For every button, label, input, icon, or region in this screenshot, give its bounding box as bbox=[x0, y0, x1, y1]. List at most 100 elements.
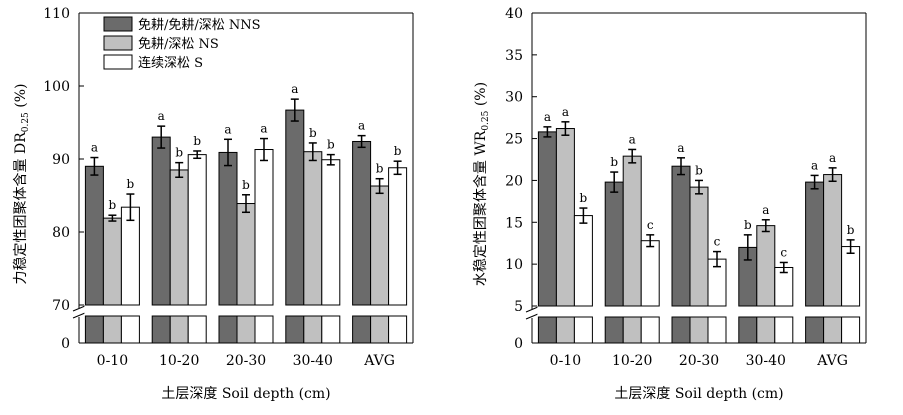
bar bbox=[187, 154, 207, 306]
bar bbox=[218, 151, 238, 306]
bar-base bbox=[689, 316, 709, 344]
bar bbox=[604, 181, 624, 307]
bar bbox=[774, 266, 794, 307]
axis-break-mark bbox=[72, 312, 86, 319]
legend: 免耕/免耕/深松 NNS 免耕/深松 NS 连续深松 S bbox=[103, 16, 261, 71]
bar-break-gap bbox=[773, 307, 794, 316]
legend-swatch bbox=[103, 16, 133, 32]
bar bbox=[841, 246, 861, 307]
legend-label: 连续深松 S bbox=[138, 55, 203, 71]
significance-letter: c bbox=[647, 218, 654, 232]
bar-base bbox=[102, 315, 122, 344]
bar-base bbox=[537, 316, 557, 344]
y-axis-label: 水稳定性团聚体含量 WR0.25 (%) bbox=[473, 82, 491, 286]
bar bbox=[823, 174, 843, 307]
bar-break-gap bbox=[151, 306, 172, 315]
bar-base bbox=[120, 315, 140, 344]
bar-break-gap bbox=[187, 306, 208, 315]
bar-break-gap bbox=[622, 307, 643, 316]
bar-base bbox=[671, 316, 691, 344]
bar-break-gap bbox=[573, 307, 594, 316]
bar-break-gap bbox=[302, 306, 323, 315]
bar-base bbox=[805, 316, 825, 344]
bar-break-gap bbox=[671, 307, 691, 316]
y-tick-label: 90 bbox=[52, 152, 70, 168]
bar-break-gap bbox=[102, 306, 123, 315]
bar-base bbox=[218, 315, 238, 344]
bar-break-gap bbox=[236, 306, 256, 315]
bar-break-gap bbox=[284, 306, 305, 315]
bar bbox=[689, 186, 709, 307]
bar-base bbox=[169, 315, 189, 344]
bar-base bbox=[370, 315, 390, 344]
bar-base bbox=[707, 316, 727, 344]
significance-letter: b bbox=[744, 218, 752, 232]
y-tick-label: 10 bbox=[505, 257, 523, 273]
y-tick-label: 25 bbox=[505, 132, 523, 148]
dr-chart: 70809010011000-10abb10-20abb20-30aba30-4… bbox=[13, 6, 414, 402]
y-tick-label: 80 bbox=[52, 225, 70, 241]
bar bbox=[370, 185, 390, 306]
bar-break-gap bbox=[169, 306, 190, 315]
bar-base bbox=[187, 315, 207, 344]
x-tick-label: 20-30 bbox=[226, 353, 266, 369]
bar-break-gap bbox=[351, 306, 372, 315]
significance-letter: a bbox=[291, 82, 298, 96]
bar-base bbox=[555, 316, 575, 344]
y-tick-label: 5 bbox=[514, 299, 523, 315]
bar-base bbox=[254, 315, 274, 344]
significance-letter: b bbox=[175, 146, 183, 160]
significance-letter: c bbox=[780, 245, 787, 259]
significance-letter: a bbox=[260, 122, 267, 136]
bar-break-gap bbox=[555, 307, 576, 316]
bar bbox=[303, 151, 323, 306]
significance-letter: a bbox=[829, 151, 836, 165]
legend-label: 免耕/免耕/深松 NNS bbox=[138, 17, 261, 33]
bar bbox=[236, 203, 256, 306]
significance-letter: b bbox=[580, 191, 588, 205]
bar bbox=[805, 181, 825, 307]
bar bbox=[388, 167, 408, 306]
x-tick-label: 30-40 bbox=[746, 353, 786, 369]
bar bbox=[84, 165, 104, 306]
x-tick-label: AVG bbox=[363, 353, 395, 369]
y-tick-label-zero: 0 bbox=[61, 336, 70, 352]
legend-swatch bbox=[103, 35, 133, 51]
bar-base bbox=[774, 316, 794, 344]
significance-letter: a bbox=[629, 132, 636, 146]
bar-base bbox=[622, 316, 642, 344]
axis-break-mark bbox=[525, 306, 539, 313]
bar bbox=[640, 240, 660, 307]
significance-letter: a bbox=[677, 141, 684, 155]
bar-break-gap bbox=[369, 306, 390, 315]
x-tick-label: 10-20 bbox=[159, 353, 199, 369]
x-tick-label: 0-10 bbox=[97, 353, 128, 369]
x-tick-label: 0-10 bbox=[550, 353, 581, 369]
x-tick-label: 30-40 bbox=[293, 353, 333, 369]
bar-base bbox=[604, 316, 624, 344]
bar-base bbox=[841, 316, 861, 344]
bar-base bbox=[151, 315, 171, 344]
bar-break-gap bbox=[640, 307, 661, 316]
significance-letter: a bbox=[91, 141, 98, 155]
significance-letter: b bbox=[610, 155, 618, 169]
bar bbox=[622, 155, 642, 307]
x-axis-label: 土层深度 Soil depth (cm) bbox=[161, 386, 330, 402]
significance-letter: b bbox=[127, 177, 135, 191]
bar-base bbox=[352, 315, 372, 344]
bar-base bbox=[738, 316, 758, 344]
significance-letter: a bbox=[544, 110, 551, 124]
significance-letter: a bbox=[158, 109, 165, 123]
axis-break-mark bbox=[72, 305, 86, 312]
bar-base bbox=[388, 315, 408, 344]
y-tick-label-zero: 0 bbox=[514, 336, 523, 352]
significance-letter: b bbox=[847, 223, 855, 237]
bar-base bbox=[321, 315, 341, 344]
bar-break-gap bbox=[604, 307, 625, 316]
bar-break-gap bbox=[804, 307, 825, 316]
significance-letter: b bbox=[309, 126, 317, 140]
bar-break-gap bbox=[254, 306, 274, 315]
significance-letter: b bbox=[394, 144, 402, 158]
